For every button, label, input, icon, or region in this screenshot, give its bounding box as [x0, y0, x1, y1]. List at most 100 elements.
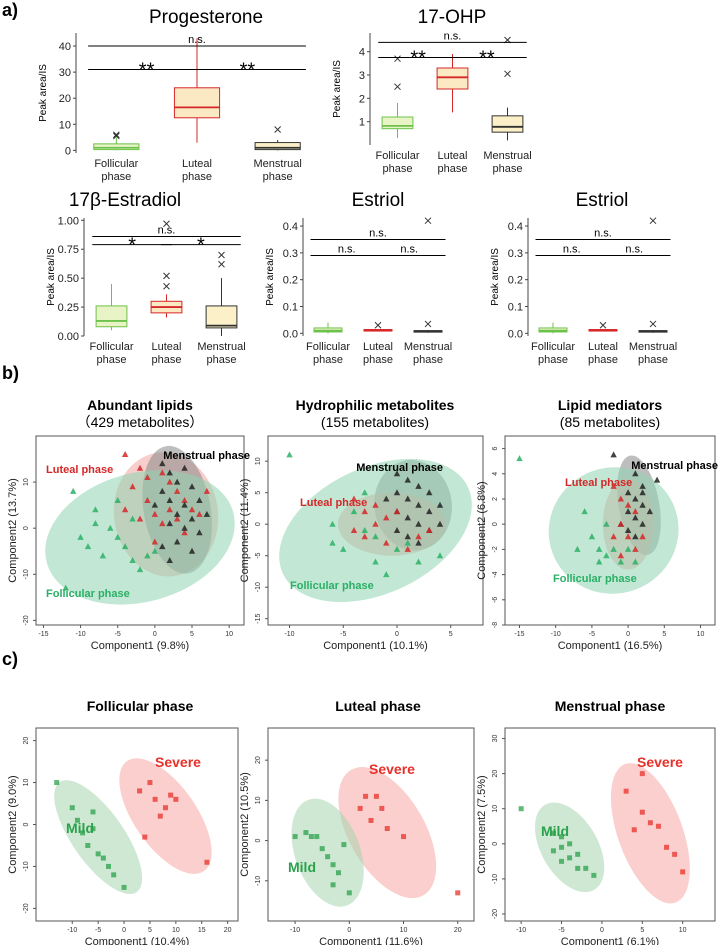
significance-label: n.s.: [369, 227, 387, 239]
data-point-severe: [639, 771, 645, 777]
x-tick-label: Luteal phase: [588, 341, 618, 366]
pca-chart: Lipid mediators(85 metabolites) -15 -10 -5 0…: [476, 397, 718, 652]
y-tick-label: 0.2: [283, 275, 298, 287]
data-point-menstrual: [173, 510, 181, 517]
outlier-point: [112, 131, 120, 139]
y-tick-label: 0.3: [508, 248, 523, 260]
confidence-ellipse-mild: [534, 802, 605, 893]
y-tick-label: 1: [359, 117, 365, 129]
data-point-menstrual: [436, 501, 444, 508]
data-point-menstrual: [188, 547, 196, 554]
data-point-mild: [567, 841, 573, 847]
data-point-follicular: [121, 543, 129, 550]
x-tick-label: -10: [516, 927, 526, 934]
data-point-menstrual: [159, 487, 166, 494]
data-point-mild: [106, 863, 112, 869]
y-tick-label: 6: [492, 447, 499, 451]
data-point-luteal: [610, 533, 617, 540]
outlier-point: [424, 217, 432, 225]
chart-title: 17-OHP: [418, 7, 487, 28]
data-point-luteal: [196, 510, 203, 517]
data-point-luteal: [404, 545, 411, 552]
x-tick-label: 0: [626, 631, 630, 638]
outlier-point: [374, 321, 382, 329]
y-tick-label: 4: [359, 47, 365, 59]
data-point-follicular: [361, 527, 368, 533]
y-axis-label: Component2 (10.5%): [239, 772, 251, 877]
data-point-menstrual: [166, 469, 173, 476]
data-point-follicular: [114, 497, 121, 504]
plot-area: [516, 451, 679, 594]
x-tick-label: -5: [589, 631, 595, 638]
data-point-menstrual: [415, 539, 422, 546]
confidence-ellipse-severe: [338, 767, 437, 899]
data-point-luteal: [393, 508, 401, 515]
data-point-follicular: [624, 545, 632, 552]
outlier-point: [394, 83, 401, 91]
data-point-menstrual: [632, 514, 639, 521]
data-point-menstrual: [173, 478, 181, 485]
outlier-point: [274, 126, 282, 133]
data-point-follicular: [372, 533, 379, 540]
y-axis-label: Component2 (13.7%): [7, 478, 19, 583]
data-point-severe: [162, 805, 168, 811]
y-tick-label: -15: [255, 614, 262, 624]
box-menstrual: [205, 305, 238, 329]
confidence-ellipse-follicular: [45, 470, 235, 605]
group-label-severe: Severe: [369, 761, 415, 777]
x-tick-label: Follicular phase: [306, 341, 350, 366]
data-point-follicular: [383, 571, 390, 578]
data-point-severe: [142, 834, 148, 840]
data-point-follicular: [92, 520, 99, 527]
plot-frame: [267, 435, 484, 626]
confidence-ellipse-follicular: [548, 467, 679, 594]
data-point-follicular: [340, 545, 347, 552]
x-tick-label: -10: [284, 631, 294, 638]
data-point-menstrual: [415, 501, 422, 508]
y-axis-label: Component2 (7.5%): [476, 775, 488, 873]
significance-label: n.s.: [563, 244, 581, 256]
data-point-follicular: [62, 584, 69, 591]
y-tick-label: 0.1: [283, 302, 298, 314]
x-tick-label: Menstrual phase: [404, 341, 452, 366]
x-tick-label: Follicular phase: [89, 341, 133, 366]
box-luteal: [436, 67, 469, 90]
data-point-severe: [368, 817, 374, 823]
data-point-luteal: [129, 483, 136, 490]
data-point-severe: [655, 823, 661, 829]
data-point-follicular: [516, 455, 523, 462]
y-tick-label: 1.00: [58, 215, 79, 227]
y-tick-label: 30: [492, 735, 499, 743]
data-point-menstrual: [203, 510, 211, 517]
boxplot-chart: 17-OHP Peak area/IS 1 2 3 4 Follicular phase Lut…: [332, 7, 532, 175]
y-tick-label: -8: [492, 622, 499, 628]
panel-label-a: a): [2, 0, 18, 20]
data-point-follicular: [144, 552, 151, 559]
data-point-follicular: [129, 515, 136, 522]
data-point-luteal: [151, 510, 159, 517]
data-point-severe: [455, 890, 461, 896]
box-follicular: [381, 116, 414, 130]
data-point-mild: [575, 851, 581, 857]
data-point-luteal: [350, 495, 358, 502]
significance-label: n.s.: [188, 34, 206, 46]
y-axis-label: Peak area/IS: [332, 60, 343, 118]
y-tick-label: 10: [23, 478, 30, 486]
y-axis-label: Component2 (11.4%): [239, 479, 251, 583]
x-tick-label: Luteal phase: [152, 341, 182, 366]
y-tick-label: -6: [492, 597, 499, 603]
outlier-point: [218, 260, 225, 268]
data-point-luteal: [151, 538, 159, 545]
x-tick-label: 10: [225, 631, 233, 638]
data-point-mild: [54, 780, 60, 786]
plot-area: [518, 763, 690, 904]
data-point-luteal: [166, 506, 173, 513]
plot-area: [279, 451, 472, 603]
group-label-follicular: Follicular phase: [46, 588, 130, 600]
data-point-mild: [111, 872, 117, 878]
data-point-menstrual: [393, 527, 401, 533]
x-tick-label: Menstrual phase: [254, 158, 302, 183]
data-point-follicular: [136, 566, 144, 573]
y-tick-label: 0: [255, 522, 262, 526]
data-point-menstrual: [181, 524, 188, 531]
